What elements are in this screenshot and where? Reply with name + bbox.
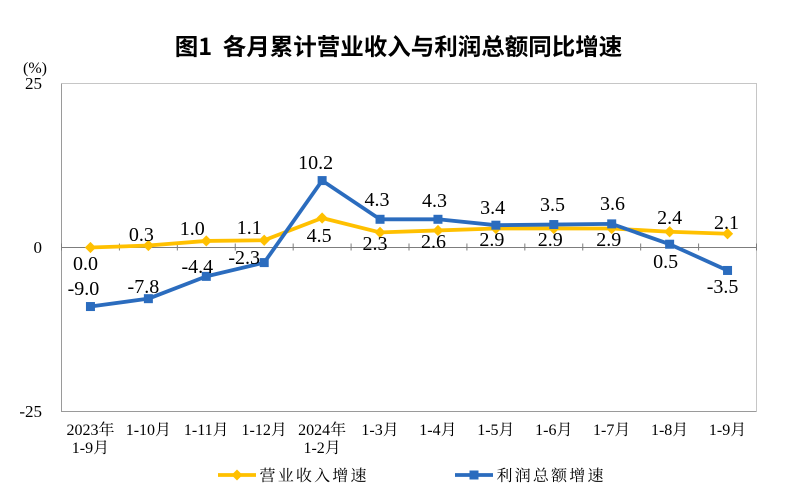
series-line-1	[90, 178, 729, 309]
data-point-marker	[375, 214, 385, 224]
data-label: 3.4	[480, 196, 506, 219]
data-label: 4.5	[306, 225, 332, 248]
data-point-marker	[374, 226, 386, 239]
x-axis-label: 1-9月	[71, 440, 110, 457]
data-label: 0.5	[653, 250, 679, 273]
data-point-marker	[259, 258, 269, 268]
data-label: 2.9	[537, 229, 563, 252]
data-point-marker	[143, 294, 153, 304]
data-point-marker	[665, 239, 675, 249]
data-label: 1.0	[179, 217, 205, 240]
x-axis-label: 2024年	[298, 422, 347, 439]
data-point-marker	[721, 228, 734, 240]
x-axis-label: 1-9月	[708, 422, 747, 439]
y-axis-tick-label: 25	[25, 73, 42, 93]
data-label: 4.3	[421, 189, 447, 212]
data-point-marker	[316, 212, 328, 224]
data-point-marker	[258, 234, 270, 246]
data-point-marker	[491, 220, 501, 230]
data-label: -3.5	[706, 275, 739, 298]
x-axis-label: 1-2月	[303, 440, 341, 457]
x-axis-label: 1-7月	[593, 422, 631, 439]
data-label: 10.2	[298, 152, 334, 175]
data-point-marker	[607, 219, 617, 229]
data-point-marker	[142, 239, 154, 252]
y-axis-tick-label: -25	[19, 401, 42, 421]
data-label: 0.0	[72, 253, 98, 275]
plot-border-top-right	[61, 83, 757, 412]
y-axis-tick-label: 0	[33, 237, 43, 257]
x-axis-label: 1-8月	[650, 422, 689, 439]
data-label: -9.0	[67, 278, 100, 301]
data-point-marker	[85, 302, 95, 312]
plot-border-left-bottom	[61, 83, 757, 412]
data-label: 2.9	[596, 228, 622, 251]
x-axis-label: 1-10月	[125, 422, 172, 439]
data-label: 2.6	[420, 230, 446, 253]
data-point-marker	[201, 271, 211, 281]
data-label: -2.3	[228, 246, 261, 269]
data-label: 3.6	[600, 193, 625, 216]
x-axis-label: 1-4月	[419, 422, 457, 439]
data-label: 2.3	[362, 232, 388, 255]
legend-marker-1	[454, 470, 493, 480]
data-label: 2.1	[714, 211, 740, 234]
legend-marker-0	[217, 469, 256, 481]
x-axis-label: 1-3月	[361, 422, 399, 439]
data-label: -4.4	[181, 255, 214, 278]
data-label: 1.1	[236, 217, 262, 240]
data-label: 2.4	[657, 207, 683, 230]
x-axis-label: 1-12月	[241, 422, 287, 439]
x-axis-label: 2023年	[66, 422, 115, 439]
x-axis-label: 1-11月	[183, 422, 229, 439]
data-label: 4.3	[364, 189, 390, 212]
legend-label-0: 营业收入增速	[259, 463, 369, 486]
data-label: 0.3	[128, 223, 154, 246]
data-point-marker	[200, 235, 212, 247]
legend-label-1: 利润总额增速	[496, 463, 606, 486]
data-label: 3.5	[539, 194, 565, 217]
data-point-marker	[664, 226, 676, 238]
data-point-marker	[432, 224, 444, 237]
data-point-marker	[84, 241, 97, 254]
data-point-marker	[549, 220, 559, 230]
data-point-marker	[317, 176, 327, 186]
x-axis-label: 1-5月	[477, 422, 515, 439]
y-axis-unit-label: (%)	[23, 60, 47, 77]
data-label: -7.8	[127, 276, 160, 299]
data-label: 2.9	[479, 228, 505, 251]
data-point-marker	[433, 214, 443, 224]
chart-title: 图1 各月累计营业收入与利润总额同比增速	[174, 28, 623, 62]
data-point-marker	[723, 265, 733, 275]
x-axis-label: 1-6月	[535, 422, 573, 439]
